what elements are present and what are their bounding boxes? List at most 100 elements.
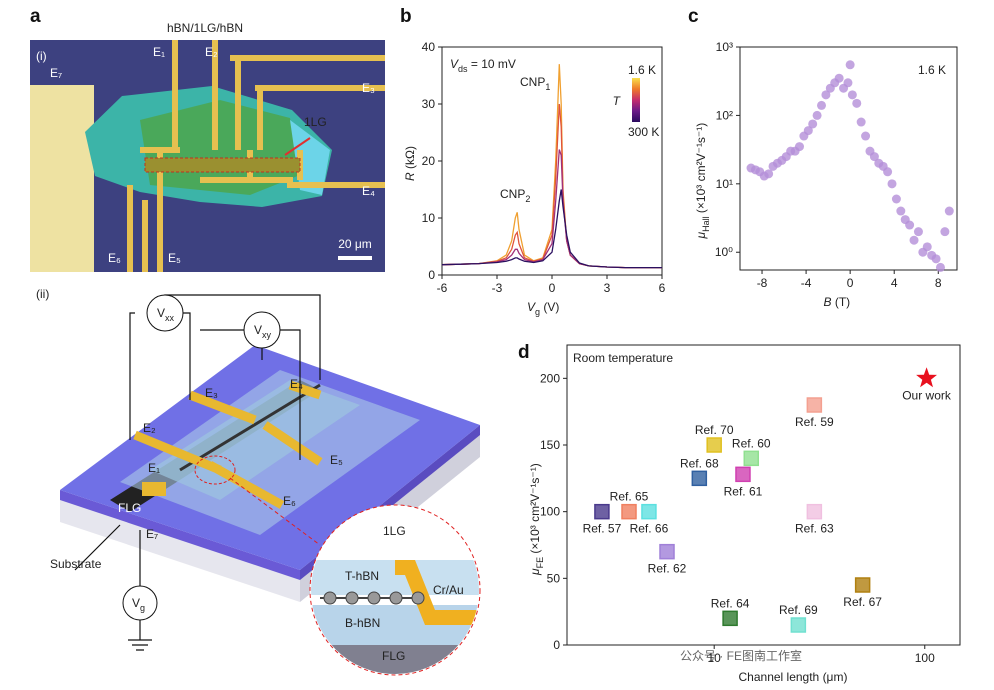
data-square xyxy=(641,503,657,520)
y-axis-label: μFE (×10³ cm²V⁻¹s⁻¹) xyxy=(528,463,545,576)
data-point xyxy=(821,90,831,100)
x-axis-label-main: V xyxy=(527,300,536,314)
meter-label-main: V xyxy=(132,596,140,610)
panel-label: c xyxy=(688,6,699,27)
data-point xyxy=(861,131,871,141)
electrode-label: E₅ xyxy=(330,453,343,467)
data-point xyxy=(843,78,853,88)
point-label: Ref. 68 xyxy=(680,456,719,470)
annotation-main: V xyxy=(450,57,459,71)
data-point xyxy=(869,152,879,162)
x-axis-label-rest: (T) xyxy=(832,295,851,309)
data-square xyxy=(594,503,610,520)
y-tick-label: 200 xyxy=(540,371,560,385)
meter-label-sub: xx xyxy=(165,313,175,323)
data-point xyxy=(905,220,915,230)
point-label: Ref. 64 xyxy=(711,596,750,610)
x-axis-label: Channel length (μm) xyxy=(739,670,848,684)
data-point xyxy=(909,235,919,245)
data-square xyxy=(854,577,871,593)
data-point xyxy=(817,100,827,110)
data-point xyxy=(852,98,862,108)
point-label: Ref. 59 xyxy=(795,415,834,429)
electrode-label: E₇ xyxy=(146,527,158,541)
electrode-label: E₇ xyxy=(50,66,62,80)
data-star xyxy=(916,367,937,388)
y-axis-label-rest: (×10³ cm²V⁻¹s⁻¹) xyxy=(694,123,708,217)
y-axis-label-main: μ xyxy=(528,568,542,576)
meter-label-sub: g xyxy=(140,603,145,613)
schematic-label: (ii) xyxy=(36,287,49,301)
electrode-label: E₆ xyxy=(283,494,296,508)
y-axis-label-main: μ xyxy=(694,232,708,240)
inset-label: B-hBN xyxy=(345,616,380,630)
point-label: Ref. 69 xyxy=(779,603,818,617)
y-axis-label-main: R xyxy=(403,172,417,181)
electrode-label: E₂ xyxy=(143,421,156,435)
electrode-label: E₃ xyxy=(362,81,375,95)
annotation: Vds = 10 mV xyxy=(450,57,516,74)
x-tick-label: -8 xyxy=(757,276,768,290)
gate-label: FLG xyxy=(118,501,141,515)
annotation-sub: 1 xyxy=(545,82,550,92)
data-point xyxy=(764,169,774,179)
electrode-label: E₂ xyxy=(205,45,218,59)
electrode-label: E₁ xyxy=(148,461,160,475)
data-point xyxy=(935,262,945,272)
x-tick-label: 0 xyxy=(549,281,556,295)
x-tick-label: -3 xyxy=(492,281,503,295)
x-tick-label: -6 xyxy=(437,281,448,295)
meter-label: Vg xyxy=(132,596,145,613)
point-label: Ref. 65 xyxy=(610,490,649,504)
x-axis-label-rest: (V) xyxy=(540,300,559,314)
data-point xyxy=(944,206,954,216)
colorbar-label: T xyxy=(613,94,622,108)
data-point xyxy=(834,73,844,83)
plot-frame xyxy=(566,344,961,646)
electrode-label: E₄ xyxy=(362,184,375,198)
panel-label: d xyxy=(518,342,530,363)
y-axis-label: R (kΩ) xyxy=(403,146,417,181)
y-tick-label: 100 xyxy=(540,505,560,519)
x-axis-label: Vg (V) xyxy=(527,300,559,317)
x-tick-label: -4 xyxy=(801,276,812,290)
annotation-main: Room temperature xyxy=(573,351,673,365)
panel-label: a xyxy=(30,6,41,27)
y-axis-label-rest: (kΩ) xyxy=(403,146,417,172)
x-axis-label-main: B xyxy=(824,295,832,309)
y-tick-label: 10² xyxy=(716,108,733,122)
point-label: Ref. 57 xyxy=(583,522,622,536)
point-label: Ref. 66 xyxy=(630,522,669,536)
electrode-label: E₁ xyxy=(153,45,165,59)
y-tick-label: 40 xyxy=(422,40,436,54)
data-point xyxy=(913,227,923,237)
point-label: Ref. 60 xyxy=(732,436,771,450)
x-axis-label-main: Channel length (μm) xyxy=(739,670,848,684)
annotation: Room temperature xyxy=(573,351,673,365)
y-tick-label: 50 xyxy=(547,571,561,585)
data-point xyxy=(845,60,855,70)
annotation-main: 1.6 K xyxy=(918,63,946,77)
data-square xyxy=(806,503,823,520)
y-tick-label: 20 xyxy=(422,154,436,168)
x-tick-label: 4 xyxy=(891,276,898,290)
data-point xyxy=(856,117,866,127)
data-square xyxy=(790,617,807,633)
y-tick-label: 0 xyxy=(553,638,560,652)
annotation-sub: ds xyxy=(458,64,468,74)
y-tick-label: 150 xyxy=(540,438,560,452)
micrograph-label: (i) xyxy=(36,49,47,63)
colorbar-top: 1.6 K xyxy=(628,63,656,77)
inset-label: Cr/Au xyxy=(433,583,464,597)
watermark: 公众号 · FE图南工作室 xyxy=(680,648,802,663)
colorbar xyxy=(632,78,640,122)
y-tick-label: 10 xyxy=(422,211,436,225)
x-axis-label: B (T) xyxy=(824,295,851,309)
panel-label: b xyxy=(400,6,412,27)
meter-label: Vxx xyxy=(157,306,175,323)
meter-label-main: V xyxy=(157,306,165,320)
data-square xyxy=(806,397,823,413)
substrate-label: Substrate xyxy=(50,557,102,571)
inset-label: 1LG xyxy=(383,524,406,538)
point-label: Ref. 62 xyxy=(648,562,687,576)
